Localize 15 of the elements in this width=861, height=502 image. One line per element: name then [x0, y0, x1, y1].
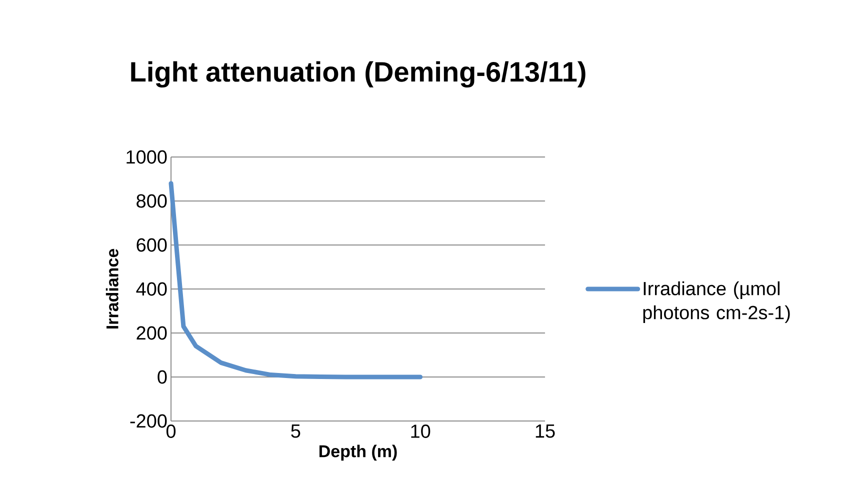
y-tick-label: 600: [136, 238, 167, 252]
chart-title: Light attenuation (Deming-6/13/11): [131, 61, 586, 88]
y-tick-label: 0: [158, 370, 167, 384]
y-tick-label: 800: [136, 194, 167, 208]
legend-label: Irradiance (µmol photons cm-2s-1): [643, 281, 790, 324]
y-tick-label: -200: [130, 414, 167, 428]
x-tick-label: 5: [291, 424, 300, 438]
y-tick-label: 1000: [126, 150, 167, 164]
y-tick-label: 400: [136, 282, 167, 296]
x-tick-label: 10: [411, 424, 430, 438]
y-axis-title: Irradiance: [106, 248, 118, 328]
x-tick-label: 15: [536, 424, 555, 438]
y-tick-label: 200: [136, 326, 167, 340]
x-tick-label: 0: [166, 424, 176, 438]
x-axis-title: Depth (m): [319, 444, 397, 461]
